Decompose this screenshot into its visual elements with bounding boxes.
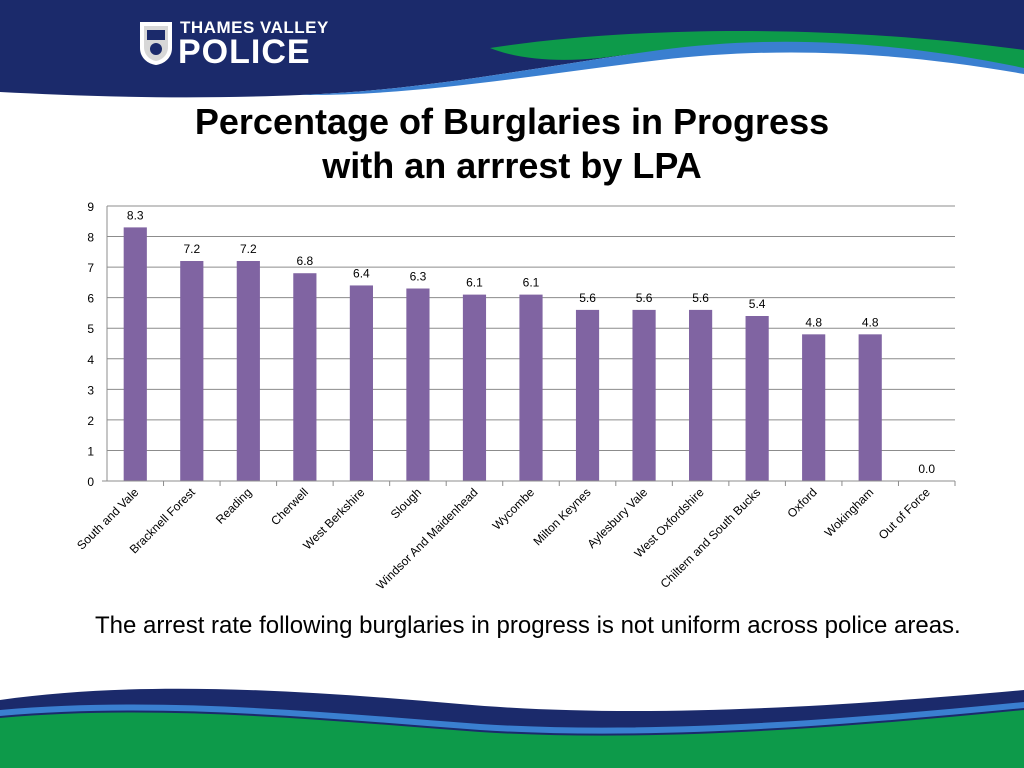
data-label: 6.8 xyxy=(297,254,314,268)
slide-title: Percentage of Burglaries in Progress wit… xyxy=(0,100,1024,188)
bar xyxy=(236,261,260,481)
data-label: 5.6 xyxy=(692,291,709,305)
data-label: 6.4 xyxy=(353,266,370,280)
y-tick-label: 5 xyxy=(87,322,94,336)
bar xyxy=(406,288,430,481)
data-label: 7.2 xyxy=(183,242,200,256)
y-tick-label: 0 xyxy=(87,475,94,489)
y-tick-label: 2 xyxy=(87,414,94,428)
x-tick-label: Chiltern and South Bucks xyxy=(658,485,764,591)
data-label: 5.6 xyxy=(636,291,653,305)
data-label: 4.8 xyxy=(862,315,879,329)
org-name-top: THAMES VALLEY xyxy=(180,18,329,37)
org-name-main: POLICE xyxy=(178,33,311,71)
bar xyxy=(180,261,204,481)
bar xyxy=(745,316,769,481)
header-band xyxy=(0,0,1024,98)
crest-logo xyxy=(140,22,172,65)
x-tick-label: Cherwell xyxy=(268,485,311,528)
footer-band xyxy=(0,688,1024,768)
x-tick-label: Milton Keynes xyxy=(530,485,593,548)
bar xyxy=(519,294,543,481)
y-tick-label: 7 xyxy=(87,261,94,275)
slide-title-line-2: with an arrrest by LPA xyxy=(322,145,702,186)
bar xyxy=(802,334,826,481)
data-label: 8.3 xyxy=(127,208,144,222)
x-tick-label: Wokingham xyxy=(822,485,877,540)
bar xyxy=(462,294,487,481)
data-label: 5.4 xyxy=(749,297,766,311)
caption: The arrest rate following burglaries in … xyxy=(95,612,961,639)
y-tick-label: 4 xyxy=(87,353,94,367)
y-tick-label: 3 xyxy=(87,383,94,397)
bar xyxy=(293,273,317,481)
bar xyxy=(689,309,713,481)
data-label: 6.3 xyxy=(410,270,427,284)
x-tick-label: Slough xyxy=(388,485,424,521)
data-label: 4.8 xyxy=(805,315,822,329)
x-tick-label: Out of Force xyxy=(876,485,933,542)
data-label: 5.6 xyxy=(579,291,596,305)
data-label: 7.2 xyxy=(240,242,257,256)
bar xyxy=(858,334,882,481)
y-tick-label: 1 xyxy=(87,444,94,458)
y-tick-label: 8 xyxy=(87,231,94,245)
y-tick-label: 9 xyxy=(87,200,94,214)
x-tick-label: Oxford xyxy=(784,485,819,520)
bar xyxy=(349,285,373,481)
bar xyxy=(632,309,656,481)
bar xyxy=(123,227,147,481)
bar xyxy=(575,309,600,481)
data-label: 6.1 xyxy=(523,276,540,290)
slide-title-line-1: Percentage of Burglaries in Progress xyxy=(194,101,830,142)
x-tick-label: Windsor And Maidenhead xyxy=(374,485,481,592)
y-tick-label: 6 xyxy=(87,292,94,306)
data-label: 6.1 xyxy=(466,276,483,290)
data-label: 0.0 xyxy=(918,462,935,476)
x-tick-label: Wycombe xyxy=(490,485,538,533)
x-tick-label: Reading xyxy=(213,485,255,527)
